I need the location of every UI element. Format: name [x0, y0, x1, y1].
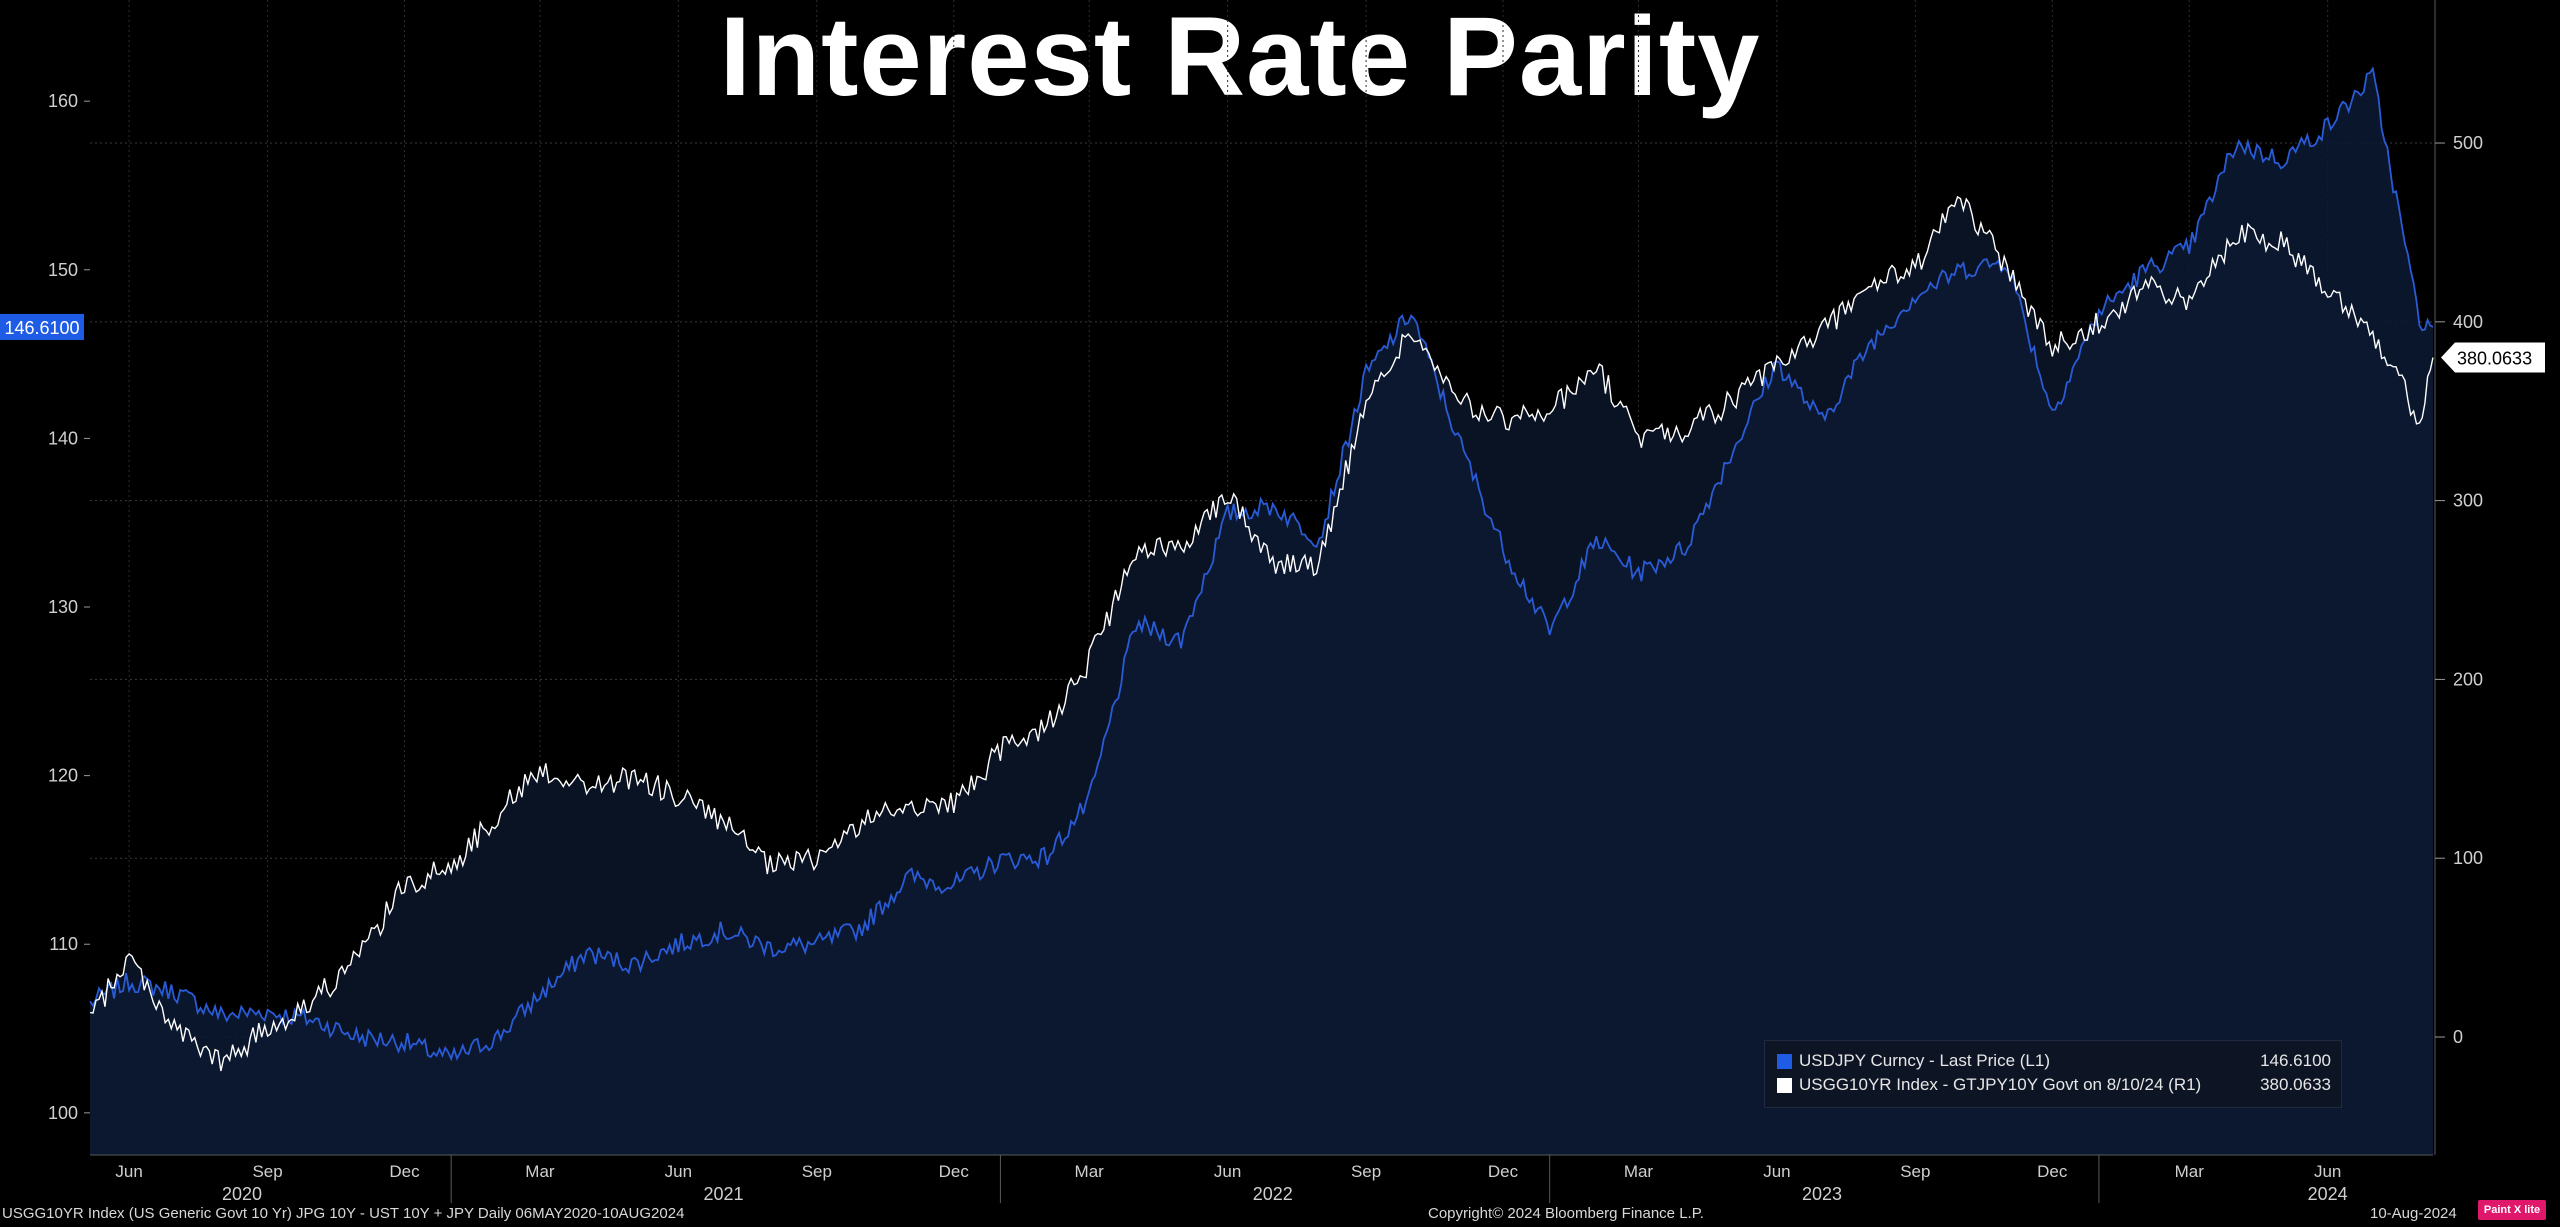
left-last-value-flag — [0, 313, 84, 340]
right-last-value-flag — [2441, 342, 2545, 373]
left-axis: 100 110 120 130 140 150 160 146.6100 — [0, 91, 90, 1123]
x-month-label: Jun — [1763, 1162, 1790, 1181]
right-axis-tick-label: 500 — [2453, 133, 2483, 153]
footer-date: 10-Aug-2024 — [2370, 1205, 2457, 1222]
series-line-spread — [89, 195, 2434, 1072]
x-month-label: Sep — [1900, 1162, 1930, 1181]
x-month-label: Dec — [939, 1162, 970, 1181]
legend-value-spread: 380.0633 — [2260, 1075, 2331, 1094]
footer-description: USGG10YR Index (US Generic Govt 10 Yr) J… — [2, 1205, 685, 1222]
x-year-label: 2021 — [704, 1184, 744, 1204]
legend-swatch-usdjpy — [1777, 1054, 1792, 1069]
x-month-label: Dec — [2037, 1162, 2068, 1181]
x-year-label: 2022 — [1253, 1184, 1293, 1204]
x-year-label: 2020 — [222, 1184, 262, 1204]
x-month-label: Sep — [1351, 1162, 1381, 1181]
right-axis-tick-label: 100 — [2453, 848, 2483, 868]
paint-badge: Paint X lite — [2478, 1200, 2546, 1220]
x-month-label: Mar — [1624, 1162, 1654, 1181]
right-last-value-label: 380.0633 — [2457, 348, 2532, 368]
x-year-label: 2024 — [2308, 1184, 2348, 1204]
chart-title: Interest Rate Parity — [719, 0, 1761, 119]
x-month-label: Jun — [2314, 1162, 2341, 1181]
legend-value-usdjpy: 146.6100 — [2260, 1051, 2331, 1070]
left-last-value-label: 146.6100 — [4, 318, 79, 338]
footer-copyright: Copyright© 2024 Bloomberg Finance L.P. — [1428, 1205, 1704, 1222]
left-axis-tick-label: 110 — [49, 934, 78, 954]
right-axis-tick-label: 300 — [2453, 491, 2483, 511]
x-month-label: Sep — [252, 1162, 282, 1181]
legend-swatch-spread — [1777, 1078, 1792, 1093]
bottom-axis: Jun Sep Dec Mar Jun Sep Dec Mar Jun Sep Dec Mar Jun S… — [90, 1154, 2433, 1204]
legend-row-usdjpy: USDJPY Curncy - Last Price (L1) 146.6100 — [1777, 1051, 2331, 1073]
left-axis-tick-label: 100 — [48, 1103, 78, 1123]
x-month-label: Mar — [525, 1162, 555, 1181]
left-axis-tick-label: 130 — [48, 597, 78, 617]
series-line-usdjpy — [89, 66, 2434, 1062]
x-month-label: Sep — [802, 1162, 832, 1181]
left-axis-tick-label: 140 — [48, 428, 78, 448]
right-axis-tick-label: 200 — [2453, 669, 2483, 689]
x-month-label: Mar — [1075, 1162, 1105, 1181]
x-month-label: Jun — [665, 1162, 692, 1181]
legend-label-spread: USGG10YR Index - GTJPY10Y Govt on 8/10/2… — [1799, 1075, 2202, 1094]
x-month-label: Dec — [1488, 1162, 1519, 1181]
x-month-label: Jun — [115, 1162, 142, 1181]
chart-legend: USDJPY Curncy - Last Price (L1) 146.6100… — [1764, 1040, 2342, 1108]
x-month-label: Mar — [2175, 1162, 2205, 1181]
right-axis-tick-label: 0 — [2453, 1027, 2463, 1047]
right-axis: 0 100 200 300 400 500 380.0633 — [2434, 0, 2545, 1155]
x-month-label: Jun — [1214, 1162, 1241, 1181]
left-axis-tick-label: 150 — [48, 260, 78, 280]
x-month-label: Dec — [389, 1162, 420, 1181]
right-axis-tick-label: 400 — [2453, 312, 2483, 332]
left-axis-tick-label: 160 — [48, 91, 78, 111]
legend-label-usdjpy: USDJPY Curncy - Last Price (L1) — [1799, 1051, 2050, 1070]
left-axis-tick-label: 120 — [48, 766, 78, 786]
x-year-label: 2023 — [1802, 1184, 1842, 1204]
legend-row-spread: USGG10YR Index - GTJPY10Y Govt on 8/10/2… — [1777, 1075, 2331, 1097]
series-area-usdjpy — [90, 68, 2433, 1156]
